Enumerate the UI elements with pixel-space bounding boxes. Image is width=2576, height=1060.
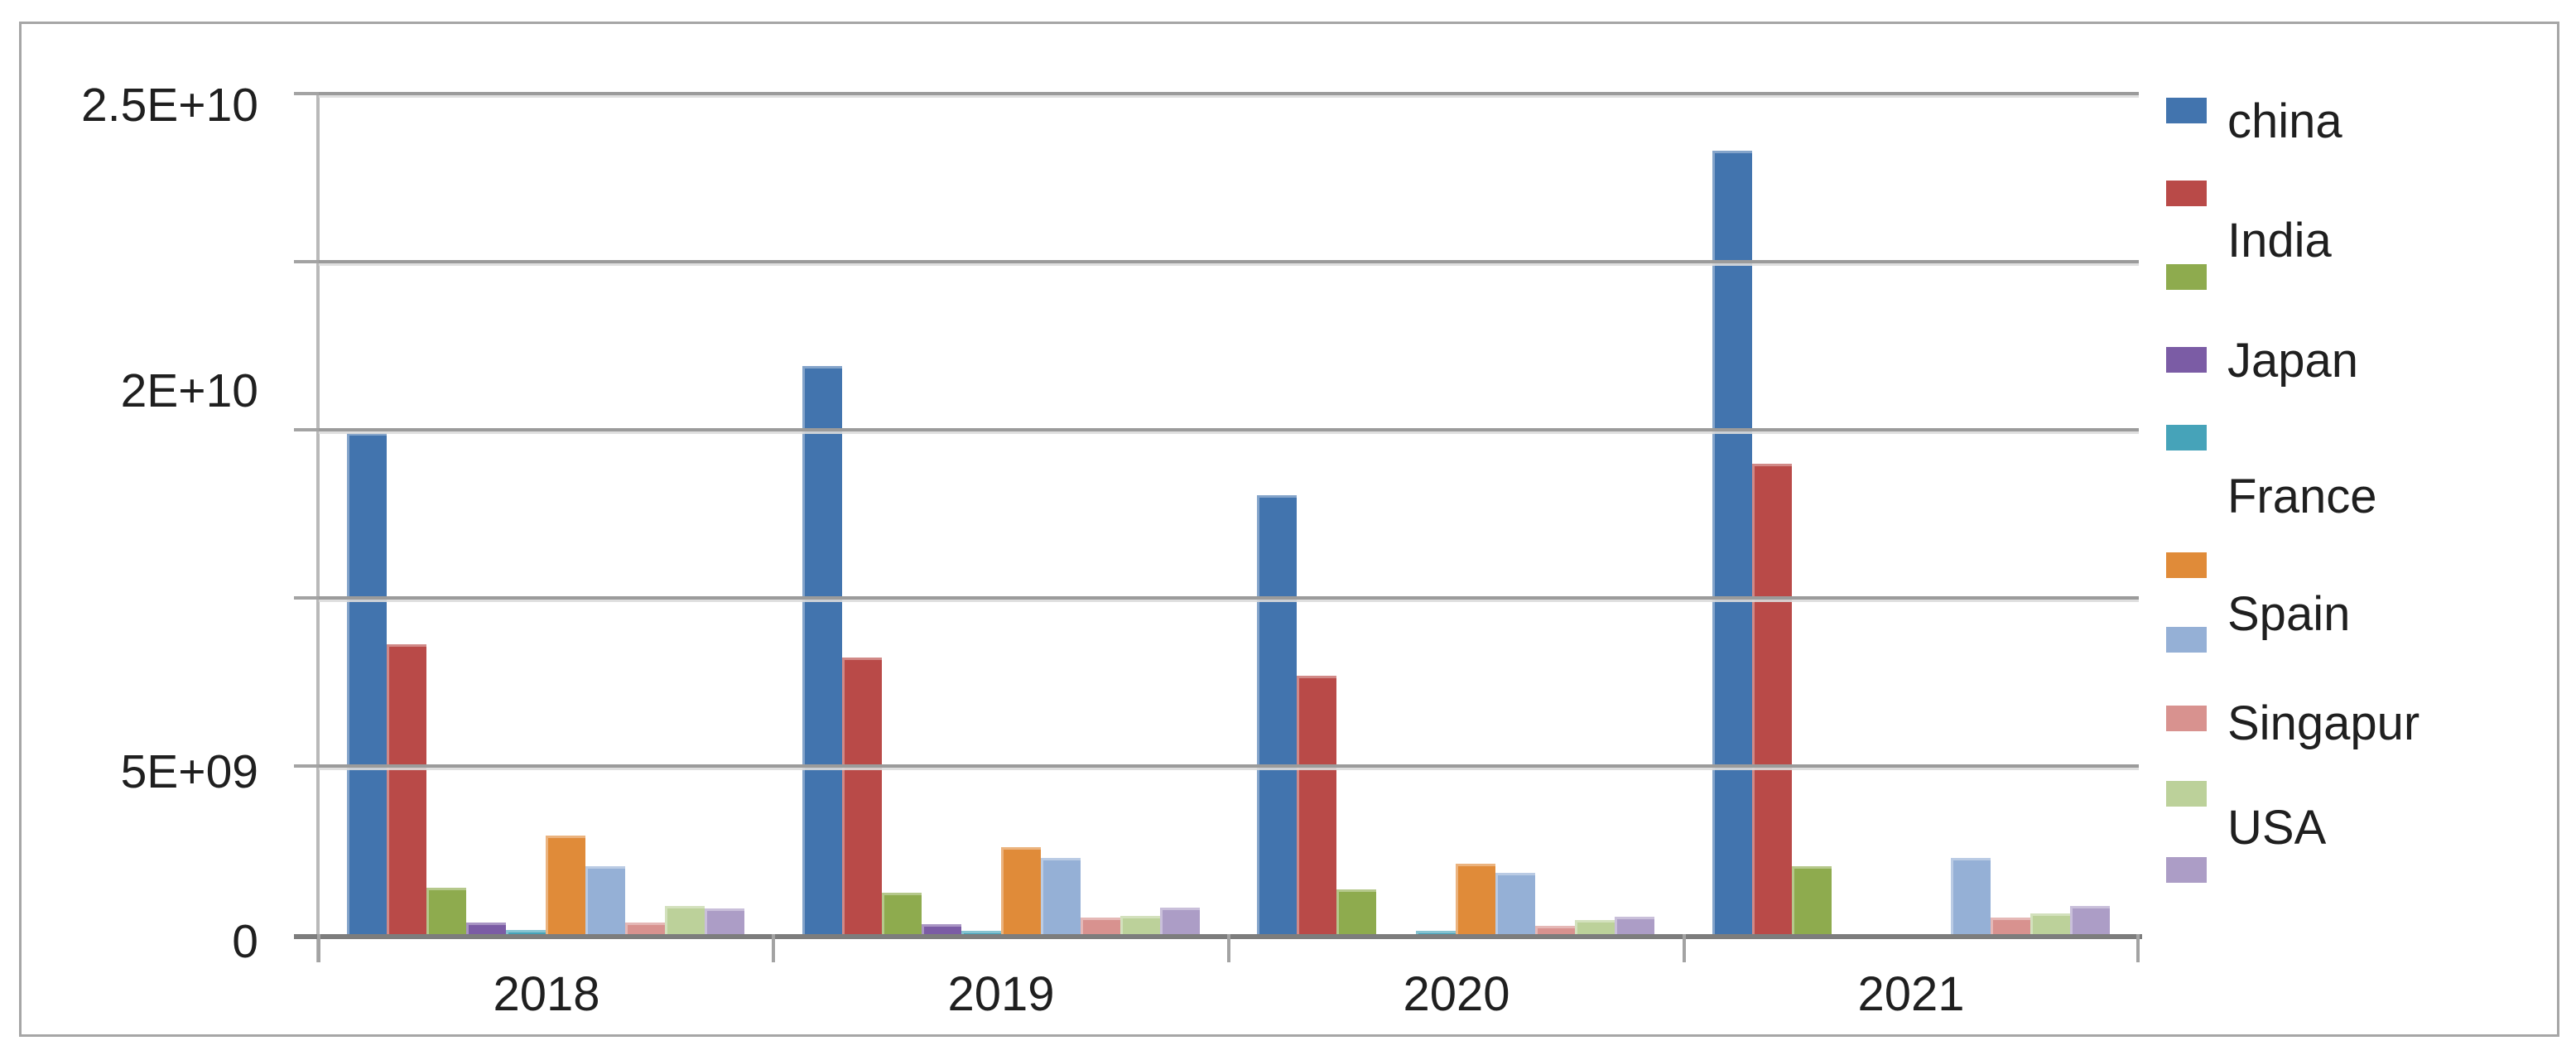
bar-India-2021 [1752, 464, 1792, 934]
y-axis-label-2.5e10: 2.5E+10 [81, 79, 258, 132]
bar-India-2019 [842, 658, 882, 934]
x-axis-label-2019: 2019 [947, 967, 1055, 1021]
bar-china-2019 [802, 366, 842, 934]
bar-France-2018 [466, 923, 506, 934]
legend-swatch-India [2166, 181, 2207, 206]
bar-unlabeled-light-green-2020 [1575, 920, 1615, 934]
y-axis-line [316, 94, 320, 962]
bar-India-2020 [1297, 676, 1336, 934]
bar-unlabeled-pink-2018 [625, 923, 665, 934]
x-axis-tick-2 [1227, 934, 1230, 962]
legend-label-Spain: Spain [2227, 587, 2351, 641]
bar-USA-2021 [1951, 858, 1991, 934]
x-axis-tick-3 [1683, 934, 1686, 962]
bar-Singapur-2019 [1001, 847, 1041, 934]
bar-Japan-2019 [882, 893, 922, 934]
bar-Japan-2020 [1336, 889, 1376, 934]
bar-unlabeled-lavender-2021 [2070, 906, 2110, 934]
bar-unlabeled-light-green-2018 [665, 906, 705, 934]
gridline-4 [319, 260, 2139, 263]
y-axis-tick-1 [294, 764, 319, 768]
gridline-5 [319, 92, 2139, 95]
legend-swatch-unlabeled-lavender [2166, 857, 2207, 883]
y-axis-label-0: 0 [232, 915, 258, 968]
gridline-2 [319, 596, 2139, 600]
y-axis-tick-4 [294, 260, 319, 263]
x-axis-label-2021: 2021 [1857, 967, 1965, 1021]
legend-label-India: India [2227, 214, 2332, 267]
y-axis-label-5e09: 5E+09 [120, 745, 258, 798]
legend-swatch-Spain [2166, 425, 2207, 450]
bar-unlabeled-light-green-2021 [2030, 913, 2070, 934]
legend-swatch-unlabeled-pink [2166, 706, 2207, 731]
bar-china-2020 [1257, 495, 1297, 934]
bar-Spain-2018 [506, 930, 546, 934]
bar-USA-2018 [585, 866, 625, 934]
x-axis-tick-4 [2136, 934, 2140, 962]
gridline-1 [319, 764, 2139, 768]
bar-Japan-2021 [1792, 866, 1832, 934]
y-axis-label-2e10: 2E+10 [120, 364, 258, 417]
bar-India-2018 [387, 644, 426, 934]
bar-unlabeled-pink-2019 [1081, 918, 1120, 934]
legend-swatch-France [2166, 347, 2207, 373]
bar-France-2019 [922, 924, 961, 934]
bar-Singapur-2018 [546, 836, 585, 934]
y-axis-tick-2 [294, 596, 319, 600]
legend-swatch-USA [2166, 627, 2207, 653]
bar-unlabeled-light-green-2019 [1120, 916, 1160, 934]
legend-swatch-unlabeled-light-green [2166, 781, 2207, 807]
bar-china-2018 [347, 433, 387, 934]
bar-china-2021 [1712, 151, 1752, 934]
legend-swatch-china [2166, 98, 2207, 123]
x-axis-label-2020: 2020 [1403, 967, 1510, 1021]
bar-Japan-2018 [426, 888, 466, 934]
bar-unlabeled-lavender-2020 [1615, 917, 1654, 934]
legend-label-USA: USA [2227, 801, 2327, 855]
x-axis-line [294, 934, 2142, 939]
bar-USA-2019 [1041, 858, 1081, 934]
bar-unlabeled-lavender-2018 [705, 908, 744, 934]
legend-label-Japan: Japan [2227, 334, 2359, 388]
legend-swatch-Singapur [2166, 552, 2207, 578]
legend-label-Singapur: Singapur [2227, 696, 2420, 750]
bar-Spain-2019 [961, 931, 1001, 934]
bar-unlabeled-lavender-2019 [1160, 908, 1200, 934]
x-axis-tick-0 [317, 934, 320, 962]
bar-USA-2020 [1495, 873, 1535, 934]
bar-unlabeled-pink-2021 [1991, 918, 2030, 934]
gridline-3 [319, 428, 2139, 431]
bar-unlabeled-pink-2020 [1535, 926, 1575, 934]
bar-Spain-2020 [1416, 931, 1456, 934]
y-axis-tick-5 [294, 92, 319, 95]
x-axis-tick-1 [772, 934, 775, 962]
x-axis-label-2018: 2018 [493, 967, 600, 1021]
legend-swatch-Japan [2166, 264, 2207, 290]
legend-label-France: France [2227, 470, 2377, 523]
bar-Singapur-2020 [1456, 864, 1495, 934]
y-axis-tick-3 [294, 428, 319, 431]
legend-label-china: china [2227, 94, 2342, 148]
